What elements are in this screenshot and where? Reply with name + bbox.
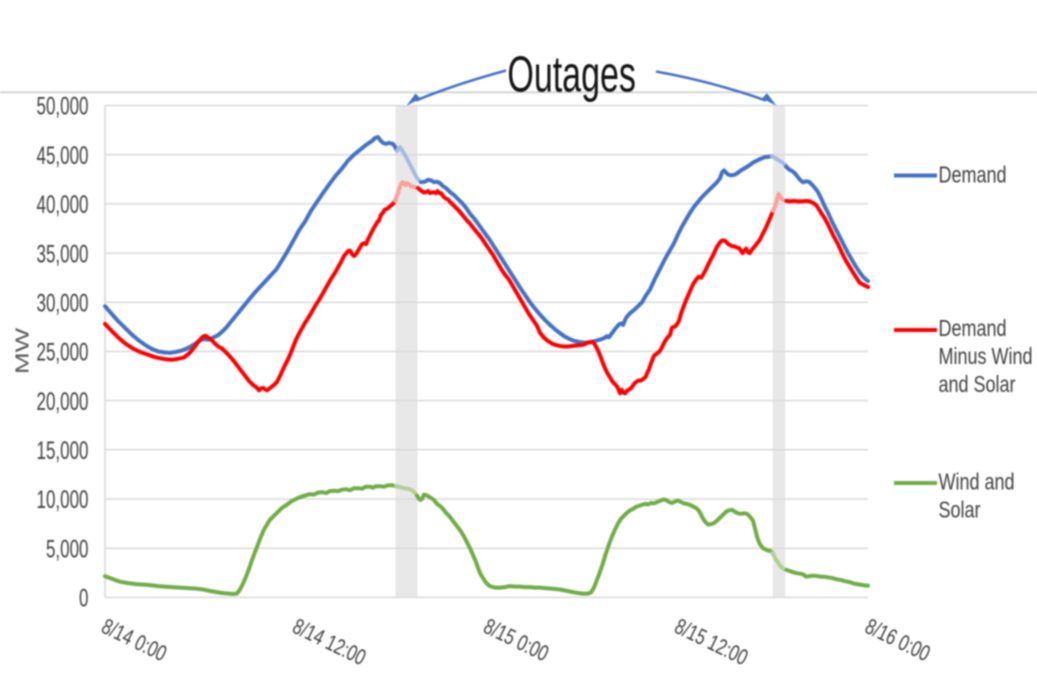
svg-text:Solar: Solar (939, 498, 981, 524)
svg-text:0: 0 (79, 586, 88, 613)
svg-text:Demand: Demand (939, 163, 1007, 189)
svg-text:30,000: 30,000 (37, 291, 89, 318)
svg-text:Wind and: Wind and (939, 470, 1015, 496)
svg-text:5,000: 5,000 (46, 536, 89, 563)
svg-text:Outages: Outages (507, 47, 635, 103)
svg-text:35,000: 35,000 (37, 241, 89, 268)
svg-text:Minus Wind: Minus Wind (939, 344, 1033, 370)
svg-text:45,000: 45,000 (37, 143, 89, 170)
svg-text:15,000: 15,000 (37, 438, 89, 465)
svg-text:50,000: 50,000 (37, 94, 89, 121)
svg-text:and Solar: and Solar (939, 372, 1016, 398)
svg-text:20,000: 20,000 (37, 389, 89, 416)
svg-text:10,000: 10,000 (37, 487, 89, 514)
svg-text:Demand: Demand (939, 316, 1007, 342)
svg-text:MW: MW (12, 327, 33, 374)
svg-text:25,000: 25,000 (37, 340, 89, 367)
svg-text:40,000: 40,000 (37, 192, 89, 219)
